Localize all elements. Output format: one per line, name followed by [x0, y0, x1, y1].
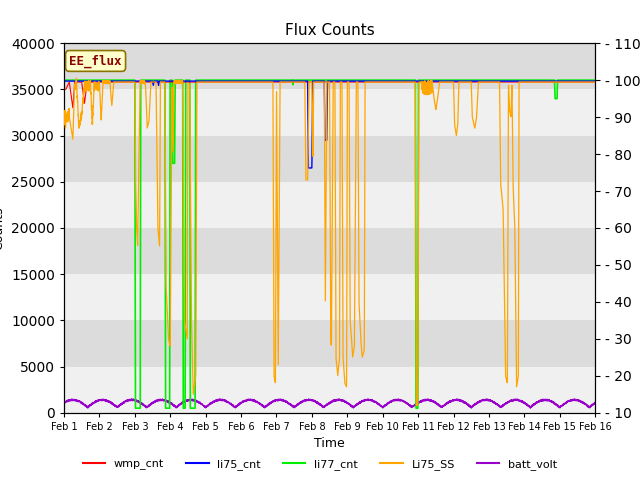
Title: Flux Counts: Flux Counts [285, 23, 374, 38]
Bar [64, 43, 595, 89]
Bar [64, 274, 595, 321]
Text: EE_flux: EE_flux [69, 54, 122, 68]
Bar [64, 89, 595, 135]
X-axis label: Time: Time [314, 437, 345, 450]
Legend: wmp_cnt, li75_cnt, li77_cnt, Li75_SS, batt_volt: wmp_cnt, li75_cnt, li77_cnt, Li75_SS, ba… [78, 455, 562, 474]
Bar [64, 367, 595, 413]
Bar [64, 321, 595, 367]
Bar [64, 135, 595, 182]
Y-axis label: Counts: Counts [0, 206, 6, 250]
Bar [64, 182, 595, 228]
Bar [64, 228, 595, 274]
